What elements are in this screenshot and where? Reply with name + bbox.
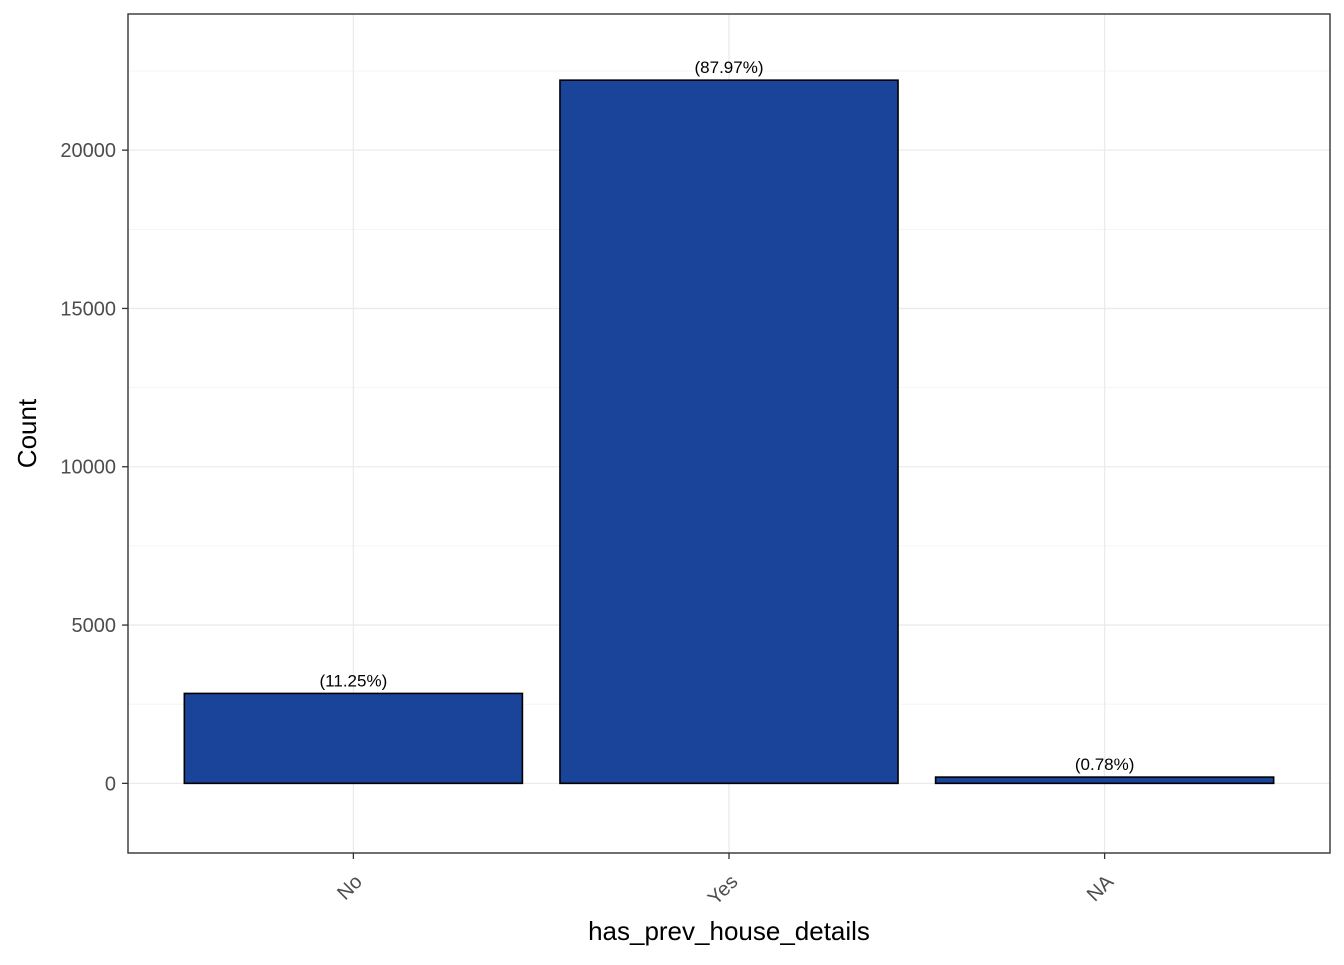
y-axis-title: Count [12,398,42,468]
data-label-yes: (87.97%) [695,58,764,77]
y-tick-label: 10000 [60,457,116,479]
x-axis-title: has_prev_house_details [588,916,870,946]
data-label-no: (11.25%) [320,671,388,690]
y-tick-label: 5000 [72,615,117,637]
data-labels: (11.25%) (87.97%) (0.78%) [320,58,1135,774]
data-label-na: (0.78%) [1075,755,1135,774]
bar-na [934,776,1275,785]
bar-yes [559,79,899,785]
y-tick-label: 20000 [60,140,116,162]
y-tick-label: 15000 [60,298,116,320]
bar-no [183,692,524,785]
bars [183,79,1275,785]
y-tick-label: 0 [105,773,116,795]
